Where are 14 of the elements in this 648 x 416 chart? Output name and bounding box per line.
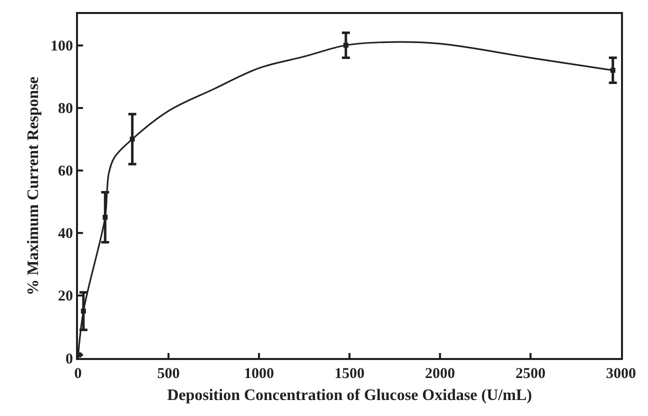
x-tick-label: 1000 bbox=[244, 366, 274, 382]
x-tick-label: 500 bbox=[157, 366, 180, 382]
x-tick-label: 2500 bbox=[516, 366, 546, 382]
y-tick-label: 20 bbox=[58, 288, 73, 305]
y-tick-label: 60 bbox=[58, 164, 73, 180]
x-axis-title: Deposition Concentration of Glucose Oxidase (U/mL) bbox=[167, 387, 532, 404]
x-tick-label: 3000 bbox=[606, 366, 636, 382]
x-tick-label: 2000 bbox=[425, 366, 455, 382]
y-tick-label: 80 bbox=[58, 101, 73, 118]
x-tick-label: 1500 bbox=[334, 366, 364, 382]
y-tick-label: 0 bbox=[66, 351, 73, 368]
y-axis-title: % Maximum Current Response bbox=[24, 76, 42, 296]
y-tick-label: 40 bbox=[58, 226, 73, 242]
y-tick-label: 100 bbox=[50, 38, 73, 55]
